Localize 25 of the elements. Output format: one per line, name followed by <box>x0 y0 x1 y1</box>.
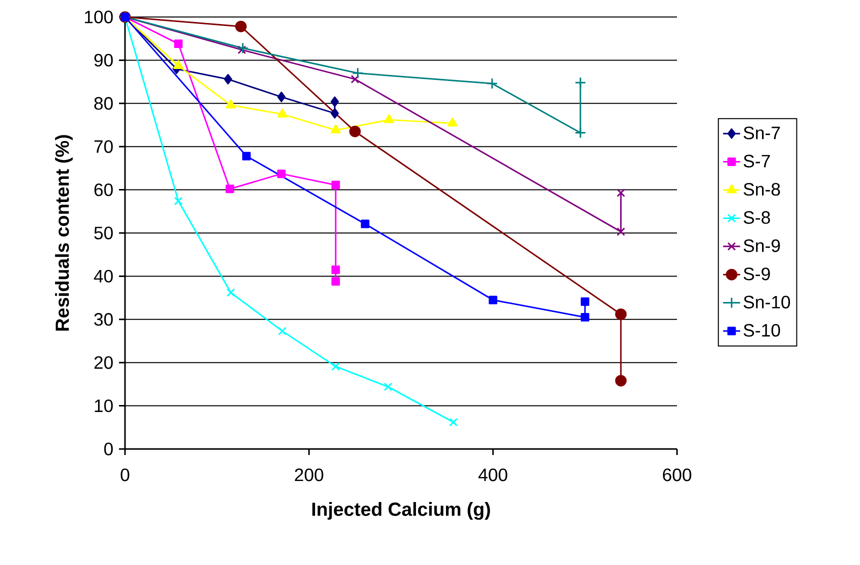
legend-label: S-9 <box>744 268 770 280</box>
legend-label: S-7 <box>744 154 770 168</box>
legend-label: S-10 <box>744 324 780 337</box>
y-tick-label: 100 <box>84 10 113 24</box>
x-axis-title: Injected Calcium (g) <box>312 502 490 520</box>
x-tick-label: 600 <box>662 468 692 482</box>
y-tick-label: 20 <box>94 356 113 369</box>
legend-label: Sn-8 <box>744 182 780 196</box>
y-tick-label: 30 <box>94 313 113 326</box>
y-tick-label: 0 <box>104 442 113 456</box>
y-tick-label: 40 <box>94 270 113 283</box>
legend-label: Sn-9 <box>744 239 780 252</box>
y-tick-label: 60 <box>94 183 113 196</box>
y-tick-label: 10 <box>94 399 113 412</box>
y-tick-label: 80 <box>94 97 113 110</box>
legend-label: S-8 <box>744 211 770 224</box>
y-axis-title: Residuals content (%) <box>55 135 73 331</box>
x-tick-label: 0 <box>120 468 130 482</box>
y-tick-label: 70 <box>94 140 113 153</box>
legend-label: Sn-7 <box>744 126 780 140</box>
x-tick-label: 200 <box>294 468 324 482</box>
y-tick-label: 50 <box>94 226 113 240</box>
y-tick-label: 90 <box>94 54 113 67</box>
x-tick-label: 400 <box>478 468 508 482</box>
legend-label: Sn-10 <box>744 296 790 308</box>
